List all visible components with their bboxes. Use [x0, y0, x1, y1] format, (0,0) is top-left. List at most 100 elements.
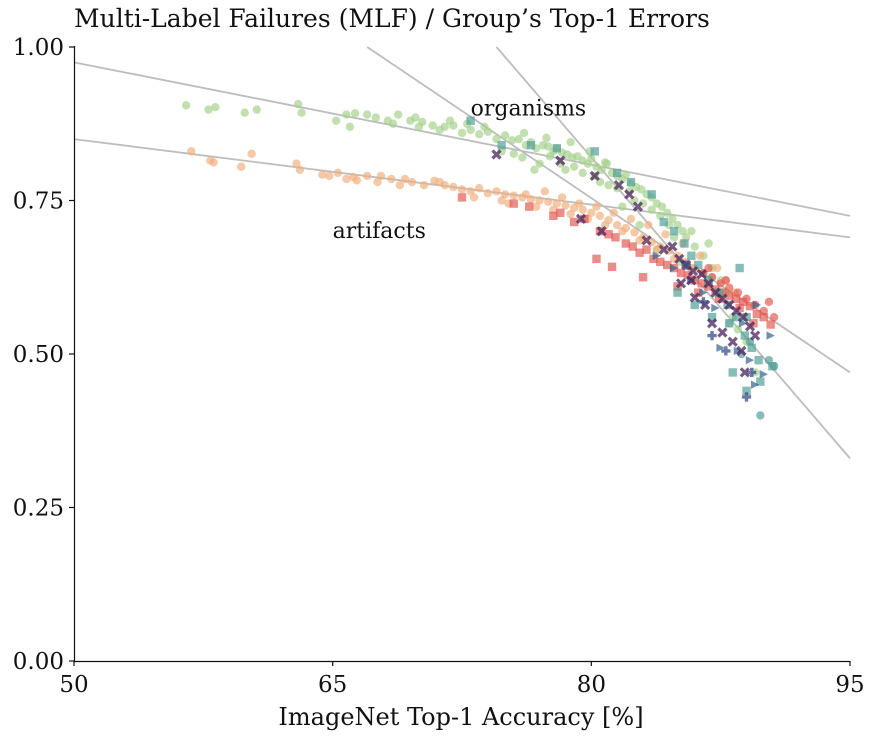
data-point-square — [466, 116, 475, 125]
data-point-cross — [727, 336, 738, 347]
data-point-cross — [667, 241, 678, 252]
data-point-circle — [440, 122, 449, 132]
data-point-circle — [535, 159, 544, 168]
data-point-circle — [373, 177, 382, 187]
data-point-cross — [717, 327, 728, 338]
data-point-circle — [530, 165, 539, 174]
data-point-circle — [557, 193, 567, 202]
y-tick-label: 0.00 — [13, 649, 64, 675]
data-point-circle — [362, 110, 372, 119]
data-point-circle — [418, 117, 427, 127]
data-point-cross — [491, 149, 502, 160]
data-point-circle — [545, 152, 555, 161]
data-point-circle — [618, 202, 627, 211]
data-point-circle — [204, 105, 213, 114]
data-point-plus — [698, 297, 709, 307]
data-point-circle — [644, 220, 653, 230]
trend-line — [73, 61, 851, 217]
data-point-triangle — [699, 288, 708, 297]
data-point-circle — [704, 239, 713, 248]
data-points — [181, 99, 779, 420]
data-point-square — [694, 260, 703, 270]
data-point-circle — [333, 168, 343, 178]
data-point-square — [759, 312, 768, 322]
data-point-square — [697, 279, 706, 288]
data-point-square — [663, 260, 672, 270]
data-point-circle — [350, 109, 360, 118]
data-point-cross — [750, 330, 761, 341]
data-point-plus — [741, 392, 752, 402]
data-point-circle — [449, 182, 458, 192]
data-point-circle — [566, 209, 575, 219]
data-point-square — [687, 251, 696, 260]
data-point-circle — [592, 202, 601, 211]
data-point-circle — [500, 131, 510, 140]
data-point-cross — [596, 226, 607, 237]
data-point-cross — [706, 318, 718, 329]
data-point-circle — [480, 122, 489, 132]
data-point-square — [647, 190, 656, 199]
annotation-label: artifacts — [333, 219, 426, 244]
annotations: organisms artifacts — [333, 96, 587, 244]
data-point-circle — [393, 110, 403, 119]
data-point-circle — [721, 276, 731, 285]
data-point-cross — [575, 213, 587, 225]
data-point-circle — [411, 113, 420, 122]
data-point-circle — [733, 325, 743, 334]
data-point-circle — [769, 312, 779, 322]
data-point-circle — [342, 110, 351, 119]
data-point-square — [552, 144, 562, 153]
data-point-circle — [295, 165, 305, 174]
data-point-triangle — [766, 331, 775, 340]
data-point-square — [683, 271, 693, 280]
data-point-triangle — [716, 343, 725, 353]
data-point-square — [766, 320, 775, 329]
data-point-circle — [237, 162, 246, 171]
data-point-square — [611, 233, 620, 242]
data-point-square — [740, 331, 750, 340]
data-point-circle — [690, 242, 699, 251]
data-point-circle — [600, 158, 610, 167]
data-point-circle — [652, 245, 662, 254]
data-point-cross — [687, 265, 699, 277]
data-point-plus — [707, 330, 717, 341]
data-point-circle — [764, 355, 774, 365]
data-point-square — [725, 291, 734, 300]
data-point-triangle — [759, 370, 768, 379]
data-point-circle — [492, 187, 501, 196]
trend-lines — [73, 46, 851, 459]
data-point-square — [497, 141, 506, 150]
data-point-square — [731, 312, 741, 322]
data-point-square — [626, 177, 636, 187]
data-point-circle — [613, 220, 622, 230]
data-point-circle — [635, 220, 644, 230]
y-tick-label: 1.00 — [13, 35, 64, 61]
data-point-circle — [630, 228, 639, 237]
data-point-circle — [518, 153, 527, 162]
data-point-circle — [663, 208, 672, 217]
data-point-circle — [297, 108, 306, 117]
data-point-cross — [737, 312, 749, 323]
x-tick-label: 65 — [318, 672, 347, 698]
data-point-circle — [428, 121, 437, 130]
data-point-circle — [544, 197, 553, 206]
data-point-square — [549, 211, 558, 221]
data-point-square — [725, 319, 734, 328]
data-point-cross — [658, 244, 669, 255]
data-point-circle — [469, 193, 479, 202]
data-point-plus — [681, 260, 691, 270]
y-tick-label: 0.75 — [13, 189, 64, 215]
data-point-circle — [349, 172, 358, 182]
data-point-circle — [376, 171, 386, 181]
data-point-circle — [668, 214, 677, 224]
data-point-circle — [371, 113, 380, 122]
data-point-circle — [587, 208, 596, 217]
data-point-square — [569, 217, 579, 227]
data-point-circle — [575, 199, 584, 208]
data-point-circle — [569, 162, 579, 171]
data-point-circle — [435, 177, 444, 187]
x-tick-label: 80 — [577, 672, 606, 698]
data-point-circle — [247, 149, 256, 159]
data-point-circle — [457, 185, 467, 194]
data-point-square — [590, 147, 599, 156]
